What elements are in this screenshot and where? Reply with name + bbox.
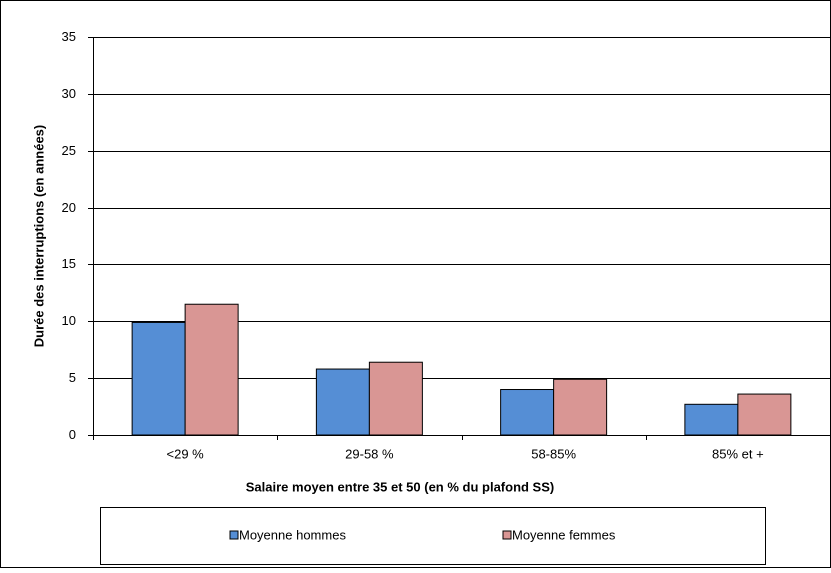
y-tick-label: 20 (62, 200, 76, 215)
legend-swatch (229, 530, 239, 540)
y-tick-label: 5 (69, 370, 76, 385)
y-axis-label: Durée des interruptions (en années) (31, 125, 46, 348)
bar (737, 393, 792, 436)
x-tick-label: <29 % (167, 446, 205, 461)
legend-label: Moyenne hommes (239, 527, 346, 542)
x-tick-label: 29-58 % (345, 446, 394, 461)
y-tick-label: 25 (62, 143, 76, 158)
bar (684, 403, 739, 436)
y-tick-label: 10 (62, 313, 76, 328)
bar (184, 303, 239, 436)
bar (315, 368, 370, 436)
x-tick-label: 85% et + (712, 446, 764, 461)
y-tick-label: 0 (69, 427, 76, 442)
y-tick-label: 15 (62, 256, 76, 271)
legend-label: Moyenne femmes (512, 527, 616, 542)
bar (368, 361, 423, 436)
bar (131, 321, 186, 436)
x-tick-label: 58-85% (531, 446, 576, 461)
bar (500, 389, 555, 436)
bar (553, 378, 608, 436)
y-tick-label: 30 (62, 86, 76, 101)
y-tick-label: 35 (62, 29, 76, 44)
legend-swatch (502, 530, 512, 540)
legend-box (100, 507, 766, 565)
x-axis-label: Salaire moyen entre 35 et 50 (en % du pl… (246, 479, 554, 494)
